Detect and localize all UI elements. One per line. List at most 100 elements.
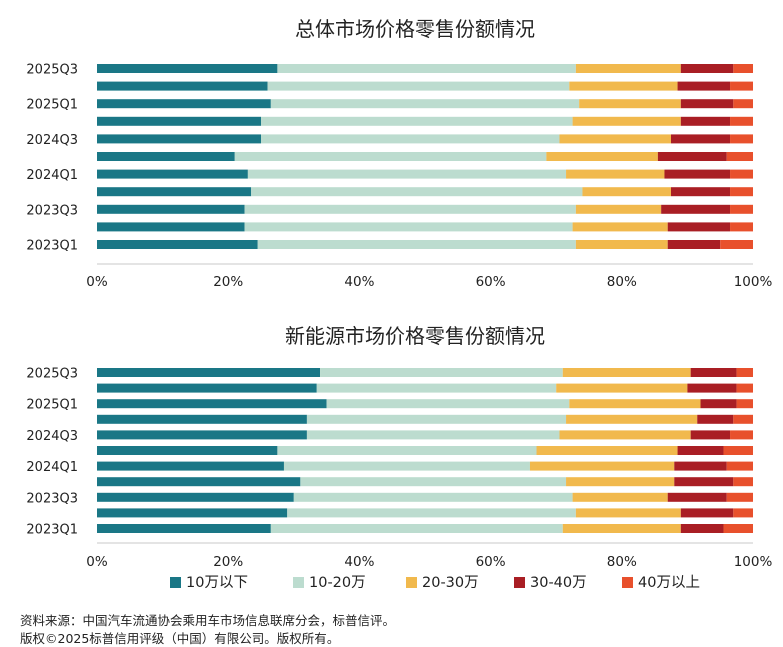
bar-segment-2024Q1-10-20万: [283, 461, 530, 471]
nev-market-chart: 新能源市场价格零售份额情况 2025Q3 2025Q1 2024Q3 2024Q1 20…: [26, 324, 772, 570]
bar-segment-2023Q3-20-30万: [572, 492, 668, 502]
bar-segment-2025Q1-10-20万: [270, 99, 580, 109]
bar-segment-2024Q3-10-20万: [306, 430, 560, 440]
x-tick-label: 100%: [734, 554, 773, 570]
bar-segment-2023Q1-10-20万: [257, 240, 576, 249]
bar-segment-2023Q1-40万以上: [720, 240, 753, 249]
bar-segment-2025Q1-10万以下: [97, 399, 327, 409]
bar-segment-2024Q4-30-40万: [680, 116, 731, 126]
bar-segment-2024Q4-30-40万: [697, 414, 734, 424]
bar-segment-2024Q2-40万以上: [723, 446, 753, 455]
bar-segment-2024Q4-20-30万: [566, 414, 698, 424]
bar-segment-2024Q2-30-40万: [677, 446, 724, 455]
legend-label: 10-20万: [309, 575, 366, 591]
bar-segment-2025Q1-10-20万: [326, 399, 570, 409]
bar-segment-2023Q4-40万以上: [730, 187, 753, 197]
chart-title: 总体市场价格零售份额情况: [295, 17, 535, 41]
legend-label: 10万以下: [186, 575, 248, 591]
bar-segment-2025Q3-30-40万: [680, 64, 734, 73]
y-tick-label: 2024Q1: [26, 168, 78, 183]
overall-market-chart: 总体市场价格零售份额情况 2025Q3 2025Q1 2024Q3 2024Q1 202…: [26, 17, 772, 290]
bar-segment-2024Q2-40万以上: [726, 152, 753, 161]
bar-segment-2023Q3-40万以上: [730, 204, 753, 214]
bar-segment-2023Q1-10-20万: [270, 524, 563, 533]
bar-segment-2023Q3-10万以下: [97, 204, 245, 214]
y-tick-label: 2024Q1: [26, 460, 78, 475]
bar-segment-2023Q3-10万以下: [97, 492, 294, 502]
x-tick-label: 0%: [86, 274, 108, 290]
x-tick-label: 60%: [476, 274, 506, 290]
x-tick-label: 20%: [213, 554, 243, 570]
bar-segment-2023Q3-10-20万: [293, 492, 573, 502]
bar-segment-2025Q3-10-20万: [277, 64, 576, 73]
bar-segment-2025Q1-20-30万: [569, 399, 701, 409]
legend-label: 20-30万: [422, 575, 479, 591]
bar-segment-2023Q4-20-30万: [582, 187, 671, 197]
bar-segment-2023Q3-30-40万: [661, 204, 731, 214]
bar-segment-2023Q2-30-40万: [680, 508, 734, 518]
bar-segment-2023Q4-40万以上: [733, 477, 753, 487]
bar-segment-2023Q2-10万以下: [97, 222, 245, 232]
bar-segment-2024Q1-10万以下: [97, 169, 248, 179]
bar-segment-2024Q1-10万以下: [97, 461, 284, 471]
bar-segment-2023Q3-30-40万: [667, 492, 727, 502]
x-tick-label: 0%: [86, 554, 108, 570]
bar-segment-2023Q2-10-20万: [244, 222, 573, 232]
bar-segment-2023Q2-10万以下: [97, 508, 288, 518]
bar-segment-2024Q3-10万以下: [97, 430, 307, 440]
bar-segment-2025Q3-20-30万: [575, 64, 681, 73]
bar-segment-2024Q2-10-20万: [234, 152, 547, 161]
bar-segment-2024Q2-10-20万: [277, 446, 537, 455]
bar-segment-2025Q3-40万以上: [733, 64, 753, 73]
legend-label: 40万以上: [638, 574, 700, 591]
bar-segment-2024Q1-20-30万: [529, 461, 675, 471]
bar-segment-2025Q3-30-40万: [690, 368, 737, 377]
bar-segment-2024Q2-30-40万: [657, 152, 727, 161]
x-tick-label: 40%: [344, 274, 374, 290]
bar-segment-2024Q1-30-40万: [674, 461, 727, 471]
copyright-note: 版权©2025标普信用评级（中国）有限公司。版权所有。: [20, 631, 340, 646]
bar-segment-2024Q3-40万以上: [730, 134, 753, 144]
bar-segment-2023Q3-10-20万: [244, 204, 576, 214]
bar-segment-2024Q3-10-20万: [261, 134, 560, 144]
bar-segment-2024Q3-20-30万: [559, 134, 671, 144]
legend-swatch: [170, 577, 181, 588]
bar-segment-2023Q1-20-30万: [562, 524, 681, 533]
legend-swatch: [514, 577, 525, 588]
y-tick-label: 2025Q3: [26, 63, 78, 78]
bar-segment-2023Q4-10-20万: [300, 477, 567, 487]
legend-swatch: [293, 577, 304, 588]
bar-segment-2023Q4-10万以下: [97, 187, 252, 197]
bar-segment-2024Q4-20-30万: [572, 116, 681, 126]
bar-segment-2024Q1-40万以上: [726, 461, 753, 471]
bar-segment-2024Q4-10万以下: [97, 116, 261, 126]
x-tick-label: 80%: [607, 554, 637, 570]
bar-segment-2024Q3-30-40万: [671, 134, 731, 144]
bar-segment-2025Q3-10-20万: [320, 368, 563, 377]
bar-segment-2023Q3-20-30万: [575, 204, 662, 214]
bar-segment-2024Q3-20-30万: [559, 430, 691, 440]
x-tick-label: 80%: [607, 274, 637, 290]
bar-segment-2025Q2-10-20万: [316, 383, 557, 393]
bar-segment-2024Q4-10万以下: [97, 414, 307, 424]
bar-segment-2025Q3-10万以下: [97, 64, 278, 73]
bar-segment-2025Q2-10万以下: [97, 383, 317, 393]
bar-segment-2023Q2-30-40万: [667, 222, 731, 232]
bar-segment-2024Q2-20-30万: [546, 152, 658, 161]
bar-segment-2023Q1-30-40万: [680, 524, 724, 533]
bar-segment-2025Q2-40万以上: [730, 81, 753, 91]
bar-segment-2025Q2-10万以下: [97, 81, 268, 91]
bar-segment-2024Q3-30-40万: [690, 430, 731, 440]
x-tick-label: 100%: [734, 274, 773, 290]
bar-segment-2023Q1-10万以下: [97, 524, 271, 533]
bar-segment-2024Q4-10-20万: [261, 116, 573, 126]
bar-segment-2023Q1-30-40万: [667, 240, 721, 249]
legend-label: 30-40万: [530, 575, 587, 591]
bar-segment-2023Q4-30-40万: [674, 477, 734, 487]
y-tick-label: 2023Q1: [26, 239, 78, 254]
bar-segment-2024Q4-10-20万: [306, 414, 567, 424]
bar-segment-2025Q2-20-30万: [556, 383, 688, 393]
legend: 10万以下 10-20万 20-30万 30-40万 40万以上: [170, 574, 700, 591]
bar-segment-2024Q3-40万以上: [730, 430, 753, 440]
